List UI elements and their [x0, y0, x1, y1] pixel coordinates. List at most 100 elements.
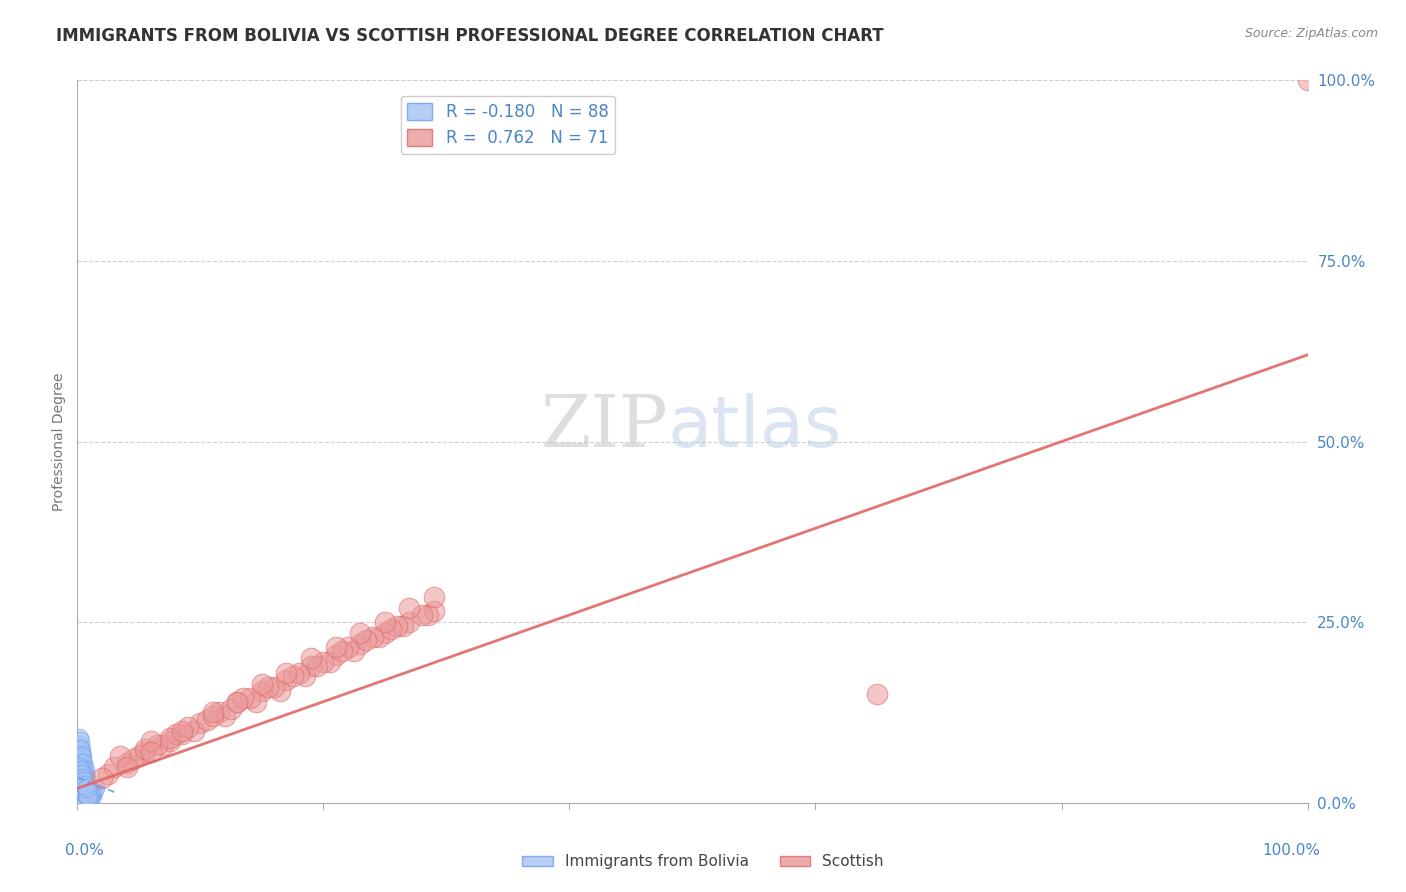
Point: [159, 731, 181, 745]
Point: [77, 787, 100, 801]
Point: [318, 655, 340, 669]
Point: [72, 785, 94, 799]
Point: [76, 785, 98, 799]
Point: [72, 780, 94, 794]
Point: [69, 778, 91, 792]
Y-axis label: Professional Degree: Professional Degree: [52, 372, 66, 511]
Point: [299, 651, 322, 665]
Point: [288, 665, 311, 680]
Point: [79, 787, 101, 801]
Point: [312, 655, 335, 669]
Point: [70, 747, 93, 761]
Point: [72, 774, 94, 789]
Point: [73, 768, 96, 782]
Point: [72, 756, 94, 770]
Point: [183, 723, 205, 738]
Point: [263, 680, 285, 694]
Point: [72, 764, 94, 778]
Point: [349, 637, 371, 651]
Text: Source: ZipAtlas.com: Source: ZipAtlas.com: [1244, 27, 1378, 40]
Point: [69, 764, 91, 778]
Point: [79, 790, 101, 805]
Point: [307, 658, 329, 673]
Point: [374, 615, 396, 630]
Point: [866, 687, 889, 701]
Point: [72, 765, 94, 780]
Point: [82, 785, 104, 799]
Point: [67, 760, 90, 774]
Point: [374, 626, 396, 640]
Text: 100.0%: 100.0%: [1261, 843, 1320, 857]
Point: [70, 761, 93, 775]
Point: [79, 785, 101, 799]
Point: [67, 771, 90, 785]
Point: [72, 761, 94, 775]
Point: [70, 741, 93, 756]
Point: [152, 738, 174, 752]
Point: [165, 727, 187, 741]
Legend: R = -0.180   N = 88, R =  0.762   N = 71: R = -0.180 N = 88, R = 0.762 N = 71: [401, 95, 616, 153]
Point: [343, 644, 366, 658]
Point: [380, 623, 402, 637]
Point: [69, 734, 91, 748]
Point: [90, 771, 114, 785]
Point: [73, 785, 96, 799]
Point: [69, 771, 91, 785]
Point: [299, 658, 322, 673]
Point: [67, 738, 90, 752]
Text: IMMIGRANTS FROM BOLIVIA VS SCOTTISH PROFESSIONAL DEGREE CORRELATION CHART: IMMIGRANTS FROM BOLIVIA VS SCOTTISH PROF…: [56, 27, 884, 45]
Point: [72, 781, 94, 796]
Point: [70, 748, 93, 763]
Point: [423, 590, 446, 604]
Point: [83, 781, 105, 796]
Point: [276, 673, 298, 687]
Point: [67, 731, 90, 745]
Point: [97, 767, 120, 781]
Point: [170, 727, 193, 741]
Point: [73, 782, 96, 797]
Point: [77, 785, 100, 799]
Point: [79, 785, 101, 799]
Point: [76, 781, 98, 796]
Point: [337, 640, 360, 655]
Point: [76, 775, 98, 789]
Point: [76, 782, 98, 797]
Point: [75, 781, 97, 796]
Point: [146, 738, 169, 752]
Point: [325, 640, 347, 655]
Point: [239, 691, 262, 706]
Point: [73, 778, 96, 792]
Point: [67, 781, 90, 796]
Legend: Immigrants from Bolivia, Scottish: Immigrants from Bolivia, Scottish: [516, 848, 890, 875]
Point: [219, 702, 242, 716]
Point: [128, 748, 150, 763]
Point: [141, 745, 163, 759]
Point: [159, 734, 181, 748]
Point: [69, 756, 91, 770]
Point: [110, 748, 132, 763]
Point: [177, 720, 200, 734]
Point: [356, 633, 378, 648]
Text: atlas: atlas: [668, 392, 842, 461]
Point: [75, 774, 97, 789]
Point: [70, 768, 93, 782]
Point: [170, 723, 193, 738]
Point: [141, 734, 163, 748]
Point: [276, 665, 298, 680]
Text: 0.0%: 0.0%: [65, 843, 104, 857]
Point: [73, 778, 96, 792]
Point: [134, 745, 156, 759]
Point: [226, 695, 249, 709]
Point: [76, 781, 98, 796]
Point: [115, 760, 138, 774]
Point: [392, 619, 415, 633]
Point: [115, 756, 138, 770]
Point: [70, 774, 93, 789]
Point: [70, 774, 93, 789]
Point: [361, 630, 384, 644]
Point: [69, 741, 91, 756]
Point: [398, 615, 420, 630]
Point: [416, 607, 439, 622]
Point: [201, 709, 224, 723]
Point: [201, 706, 224, 720]
